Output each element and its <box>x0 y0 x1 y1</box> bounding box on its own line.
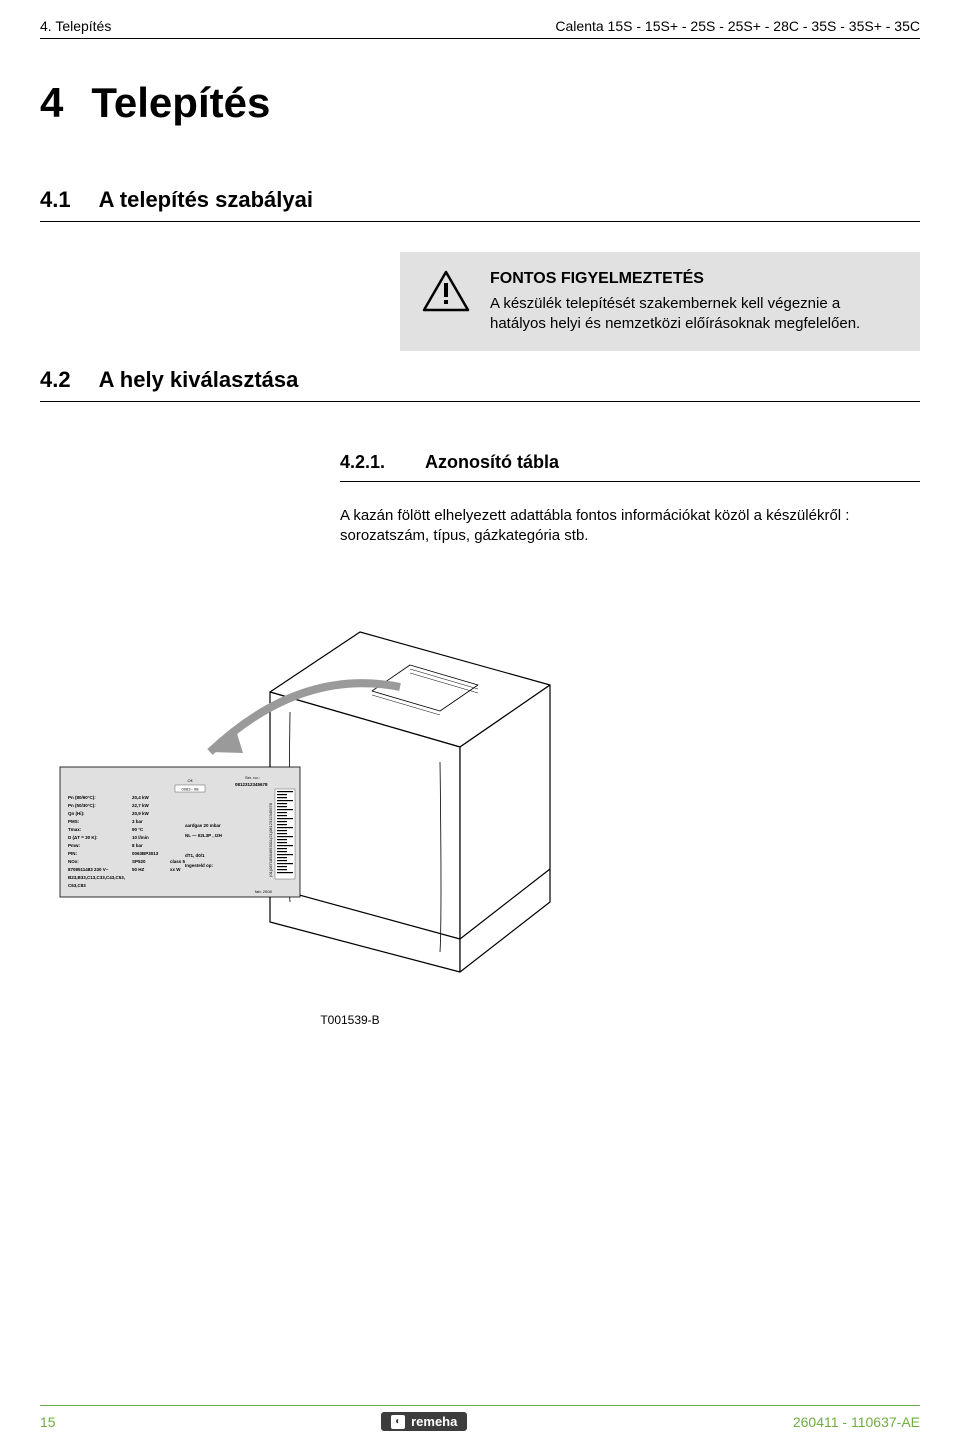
brand-badge: ◐ remeha <box>381 1412 467 1431</box>
warning-text: FONTOS FIGYELMEZTETÉS A készülék telepít… <box>490 270 898 333</box>
boiler-illustration: C€ 0063 - 08 Ser. no.: 0812312345678 (01… <box>40 577 660 1007</box>
footer: 15 ◐ remeha 260411 - 110637-AE <box>40 1405 920 1431</box>
svg-text:Pmw:: Pmw: <box>68 843 81 848</box>
chapter-heading: 4 Telepítés <box>40 79 920 127</box>
subsection-number: 4.2.1. <box>340 452 385 473</box>
svg-text:SP520: SP520 <box>132 859 146 864</box>
chapter-number: 4 <box>40 79 63 127</box>
svg-text:50 HZ: 50 HZ <box>132 867 145 872</box>
section-underline <box>40 401 920 402</box>
section-4-1: 4.1 A telepítés szabályai <box>40 187 920 213</box>
doc-code: 260411 - 110637-AE <box>793 1414 920 1430</box>
svg-text:3 bar: 3 bar <box>132 819 143 824</box>
svg-text:PIN:: PIN: <box>68 851 78 856</box>
subsection-4-2-1: 4.2.1. Azonosító tábla <box>340 452 920 473</box>
brand-text: remeha <box>411 1414 457 1429</box>
header-row: 4. Telepítés Calenta 15S - 15S+ - 25S - … <box>40 0 920 34</box>
warning-icon <box>422 270 470 333</box>
svg-text:8 bar: 8 bar <box>132 843 143 848</box>
section-title: A hely kiválasztása <box>99 367 299 393</box>
header-rule <box>40 38 920 39</box>
section-number: 4.2 <box>40 367 71 393</box>
figure-label: T001539-B <box>40 1013 660 1027</box>
chapter-title: Telepítés <box>91 79 270 127</box>
svg-text:Qn (Hi):: Qn (Hi): <box>68 811 85 816</box>
subsection-underline <box>340 481 920 482</box>
warning-box-wrap: FONTOS FIGYELMEZTETÉS A készülék telepít… <box>40 252 920 351</box>
section-underline <box>40 221 920 222</box>
warning-title: FONTOS FIGYELMEZTETÉS <box>490 270 898 288</box>
body-paragraph: A kazán fölött elhelyezett adattábla fon… <box>340 506 920 547</box>
section-title: A telepítés szabályai <box>99 187 313 213</box>
svg-text:PMS:: PMS: <box>68 819 80 824</box>
svg-text:NOx:: NOx: <box>68 859 79 864</box>
svg-text:Tmax:: Tmax: <box>68 827 82 832</box>
svg-text:C€: C€ <box>187 778 193 783</box>
svg-text:Ingesteld op:: Ingesteld op: <box>185 863 214 868</box>
svg-text:Ser. no.:: Ser. no.: <box>245 775 260 780</box>
section-number: 4.1 <box>40 187 71 213</box>
page-number: 15 <box>40 1414 56 1430</box>
section-4-2: 4.2 A hely kiválasztása <box>40 367 920 393</box>
brand-icon: ◐ <box>391 1415 405 1429</box>
warning-body: A készülék telepítését szakembernek kell… <box>490 294 898 333</box>
svg-text:dT1, d0/1: dT1, d0/1 <box>185 853 205 858</box>
svg-text:(01)08718584953011(21)08123123: (01)08718584953011(21)0812312345678 <box>268 802 273 877</box>
svg-text:10 l/min: 10 l/min <box>132 835 149 840</box>
svg-text:22,7 kW: 22,7 kW <box>132 803 150 808</box>
subsection-title: Azonosító tábla <box>425 452 559 473</box>
svg-text:90 °C: 90 °C <box>132 827 144 832</box>
svg-text:0063 - 08: 0063 - 08 <box>182 786 200 791</box>
svg-text:0063BP3013: 0063BP3013 <box>132 851 159 856</box>
svg-text:NL — II2L3P , I2H: NL — II2L3P , I2H <box>185 833 222 838</box>
data-plate: C€ 0063 - 08 Ser. no.: 0812312345678 (01… <box>60 767 300 897</box>
svg-text:xx W: xx W <box>170 867 181 872</box>
svg-text:D (ΔT = 30 K):: D (ΔT = 30 K): <box>68 835 98 840</box>
svg-text:fab: 2008: fab: 2008 <box>255 889 272 894</box>
footer-rule <box>40 1405 920 1406</box>
header-right: Calenta 15S - 15S+ - 25S - 25S+ - 28C - … <box>555 18 920 34</box>
svg-text:8708511483 230 V~: 8708511483 230 V~ <box>68 867 109 872</box>
svg-text:Pn (80/60°C):: Pn (80/60°C): <box>68 795 96 800</box>
header-left: 4. Telepítés <box>40 18 111 34</box>
svg-text:Pn (50/30°C):: Pn (50/30°C): <box>68 803 96 808</box>
svg-text:C63,C83: C63,C83 <box>68 883 86 888</box>
svg-text:20,9 kW: 20,9 kW <box>132 811 150 816</box>
svg-text:class 5: class 5 <box>170 859 186 864</box>
warning-box: FONTOS FIGYELMEZTETÉS A készülék telepít… <box>400 252 920 351</box>
figure: C€ 0063 - 08 Ser. no.: 0812312345678 (01… <box>40 577 920 1017</box>
svg-text:aardgas 20 mbar: aardgas 20 mbar <box>185 823 221 828</box>
svg-text:B23,B33,C13,C33,C43,C53,: B23,B33,C13,C33,C43,C53, <box>68 875 125 880</box>
svg-text:20,4 kW: 20,4 kW <box>132 795 150 800</box>
svg-text:0812312345678: 0812312345678 <box>235 782 268 787</box>
